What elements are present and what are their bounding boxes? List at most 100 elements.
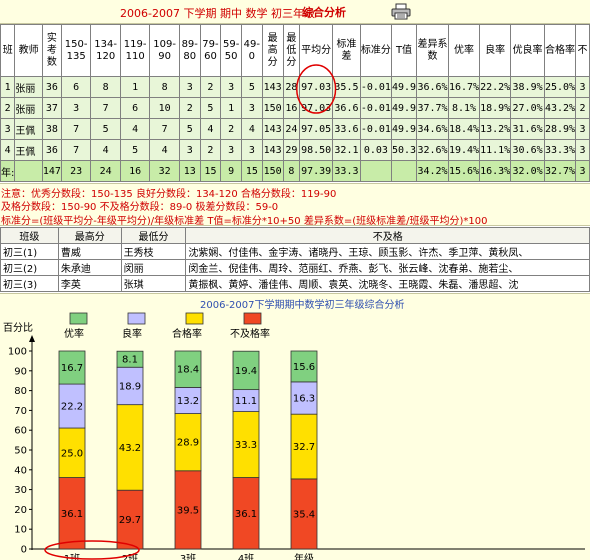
table-cell: 49.9: [390, 97, 418, 119]
table-cell: 3: [241, 97, 263, 119]
table-cell: 张丽: [14, 97, 43, 119]
y-tick-label: 90: [14, 366, 27, 377]
table-cell: 3: [220, 139, 242, 161]
table-cell: 3: [575, 139, 590, 161]
table-cell: 4: [149, 139, 180, 161]
table-cell: 8: [282, 160, 301, 182]
table-cell: 8: [149, 76, 180, 98]
column-header: 不及格: [185, 227, 590, 244]
table-cell: 3: [241, 139, 263, 161]
table-cell: 11.1%: [479, 139, 512, 161]
table-cell: 31.6%: [510, 118, 545, 140]
table-cell: 13.2%: [479, 118, 512, 140]
column-header: 良率: [479, 24, 512, 77]
table-row: 初三(1) 曹威 王秀枝 沈紫娴、付佳伟、金宇涛、诸晓丹、王琼、顾玉影、许杰、季卫萍、…: [0, 243, 590, 260]
table-cell: 黄振枫、黄婷、潘佳伟、周顺、袁英、沈晓冬、王晓霞、朱磊、潘思超、沈: [185, 275, 590, 292]
table-cell: 8.1%: [447, 97, 481, 119]
column-header: 不: [575, 24, 590, 77]
table-cell: -0.01: [359, 76, 392, 98]
bar-segment: [174, 413, 202, 472]
table-cell: 7: [90, 97, 121, 119]
table-cell: 18.4%: [447, 118, 481, 140]
table-cell: 3: [60, 97, 92, 119]
data-label: 35.4: [293, 509, 315, 520]
note-pass-bands: 及格分数段：150-90 不及格分数段：89-0 极差分数段：59-0: [1, 202, 279, 213]
bar-segment: [232, 350, 260, 391]
table-cell: 6: [60, 76, 92, 98]
table-cell: 闵丽: [120, 259, 187, 276]
table-cell: 7: [149, 118, 180, 140]
data-label: 33.3: [235, 440, 257, 451]
table-cell: 5: [90, 118, 121, 140]
data-label: 39.5: [177, 505, 199, 516]
table-cell: 王佩: [14, 139, 43, 161]
table-cell: 22.2%: [479, 76, 512, 98]
bar-segment: [58, 477, 86, 550]
table-cell: 34.6%: [416, 118, 449, 140]
table-cell: 王佩: [14, 118, 43, 140]
y-tick-label: 100: [8, 347, 27, 358]
chart-panel: 2006-2007下学期期中数学初三年级综合分析 百分比 优率 良率 合格率 不及格率 0 1…: [0, 293, 590, 560]
legend-swatch: [243, 312, 262, 325]
data-label: 22.2: [61, 402, 83, 413]
table-cell: 23: [60, 160, 92, 182]
bar-segment: [232, 477, 260, 550]
table-cell: 0.03: [359, 139, 392, 161]
table-cell: 2: [575, 97, 590, 119]
report-title: 2006-2007 下学期 期中 数学 初三年级: [120, 7, 315, 20]
bar-segment: [58, 383, 86, 429]
column-header: 合格率: [543, 24, 577, 77]
printer-icon[interactable]: [391, 3, 411, 20]
column-header: 标准分: [359, 24, 392, 77]
table-cell: 24: [90, 160, 121, 182]
table-row: 3 王佩 38 7 5 4 7 5 4 2 4 143 24 97.05 33.6 -0.01 49.9 34.6…: [0, 118, 590, 140]
highlighted-average-cell: 97.03: [299, 76, 334, 98]
table-cell: 33.6: [332, 118, 361, 140]
table-cell: 28.9%: [543, 118, 577, 140]
table-cell: 143: [261, 76, 284, 98]
table-cell: 16.7%: [447, 76, 481, 98]
table-cell: 30.6%: [510, 139, 545, 161]
data-label: 16.7: [61, 363, 83, 374]
table-cell: 143: [261, 118, 284, 140]
table-row: 2 张丽 37 3 7 6 10 2 5 1 3 150 16 97.03 36.6 -0.01 49.9 37.…: [0, 97, 590, 119]
column-header: 班级: [0, 227, 59, 244]
y-tick-label: 70: [14, 406, 27, 417]
table-cell: 4: [241, 118, 263, 140]
table-cell: 33.3%: [543, 139, 577, 161]
legend-label: 良率: [122, 327, 142, 340]
column-header: 59-50: [220, 24, 242, 77]
table-cell: 5: [119, 139, 151, 161]
table-cell: 18.9%: [479, 97, 512, 119]
data-label: 19.4: [235, 366, 257, 377]
table-cell: 王秀枝: [120, 243, 187, 260]
data-label: 15.6: [293, 362, 315, 373]
bar-segment: [174, 350, 202, 388]
column-header: 班: [0, 24, 16, 77]
table-cell: 张琪: [120, 275, 187, 292]
column-header: 134-120: [90, 24, 121, 77]
table-cell: 2: [199, 139, 222, 161]
table-cell: 32.7%: [543, 160, 577, 182]
table-cell: 3: [575, 76, 590, 98]
table-row: 初三(2) 朱承迪 闵丽 闵金兰、倪佳伟、周玲、范丽红、乔燕、彭飞、张云峰、沈春弟、施…: [0, 259, 590, 276]
table-cell: -0.01: [359, 118, 392, 140]
column-header: 最高分: [57, 227, 122, 244]
bar-segment: [116, 404, 144, 491]
data-label: 43.2: [119, 443, 141, 454]
table-cell: 36: [41, 139, 62, 161]
column-header: 89-80: [178, 24, 201, 77]
table-cell: 7: [60, 139, 92, 161]
y-axis-arrow: [29, 335, 35, 342]
column-header: 优率: [447, 24, 481, 77]
table-cell: 2: [0, 97, 16, 119]
table-cell: 3: [178, 76, 201, 98]
table-cell: 34.2%: [416, 160, 449, 182]
table-cell: 25.0%: [543, 76, 577, 98]
y-tick-label: 60: [14, 426, 27, 437]
table-cell: 9: [220, 160, 242, 182]
legend-swatch: [127, 312, 146, 325]
table-cell: 36: [41, 76, 62, 98]
table-cell: 33.3: [332, 160, 361, 182]
table-cell: 32.6%: [416, 139, 449, 161]
